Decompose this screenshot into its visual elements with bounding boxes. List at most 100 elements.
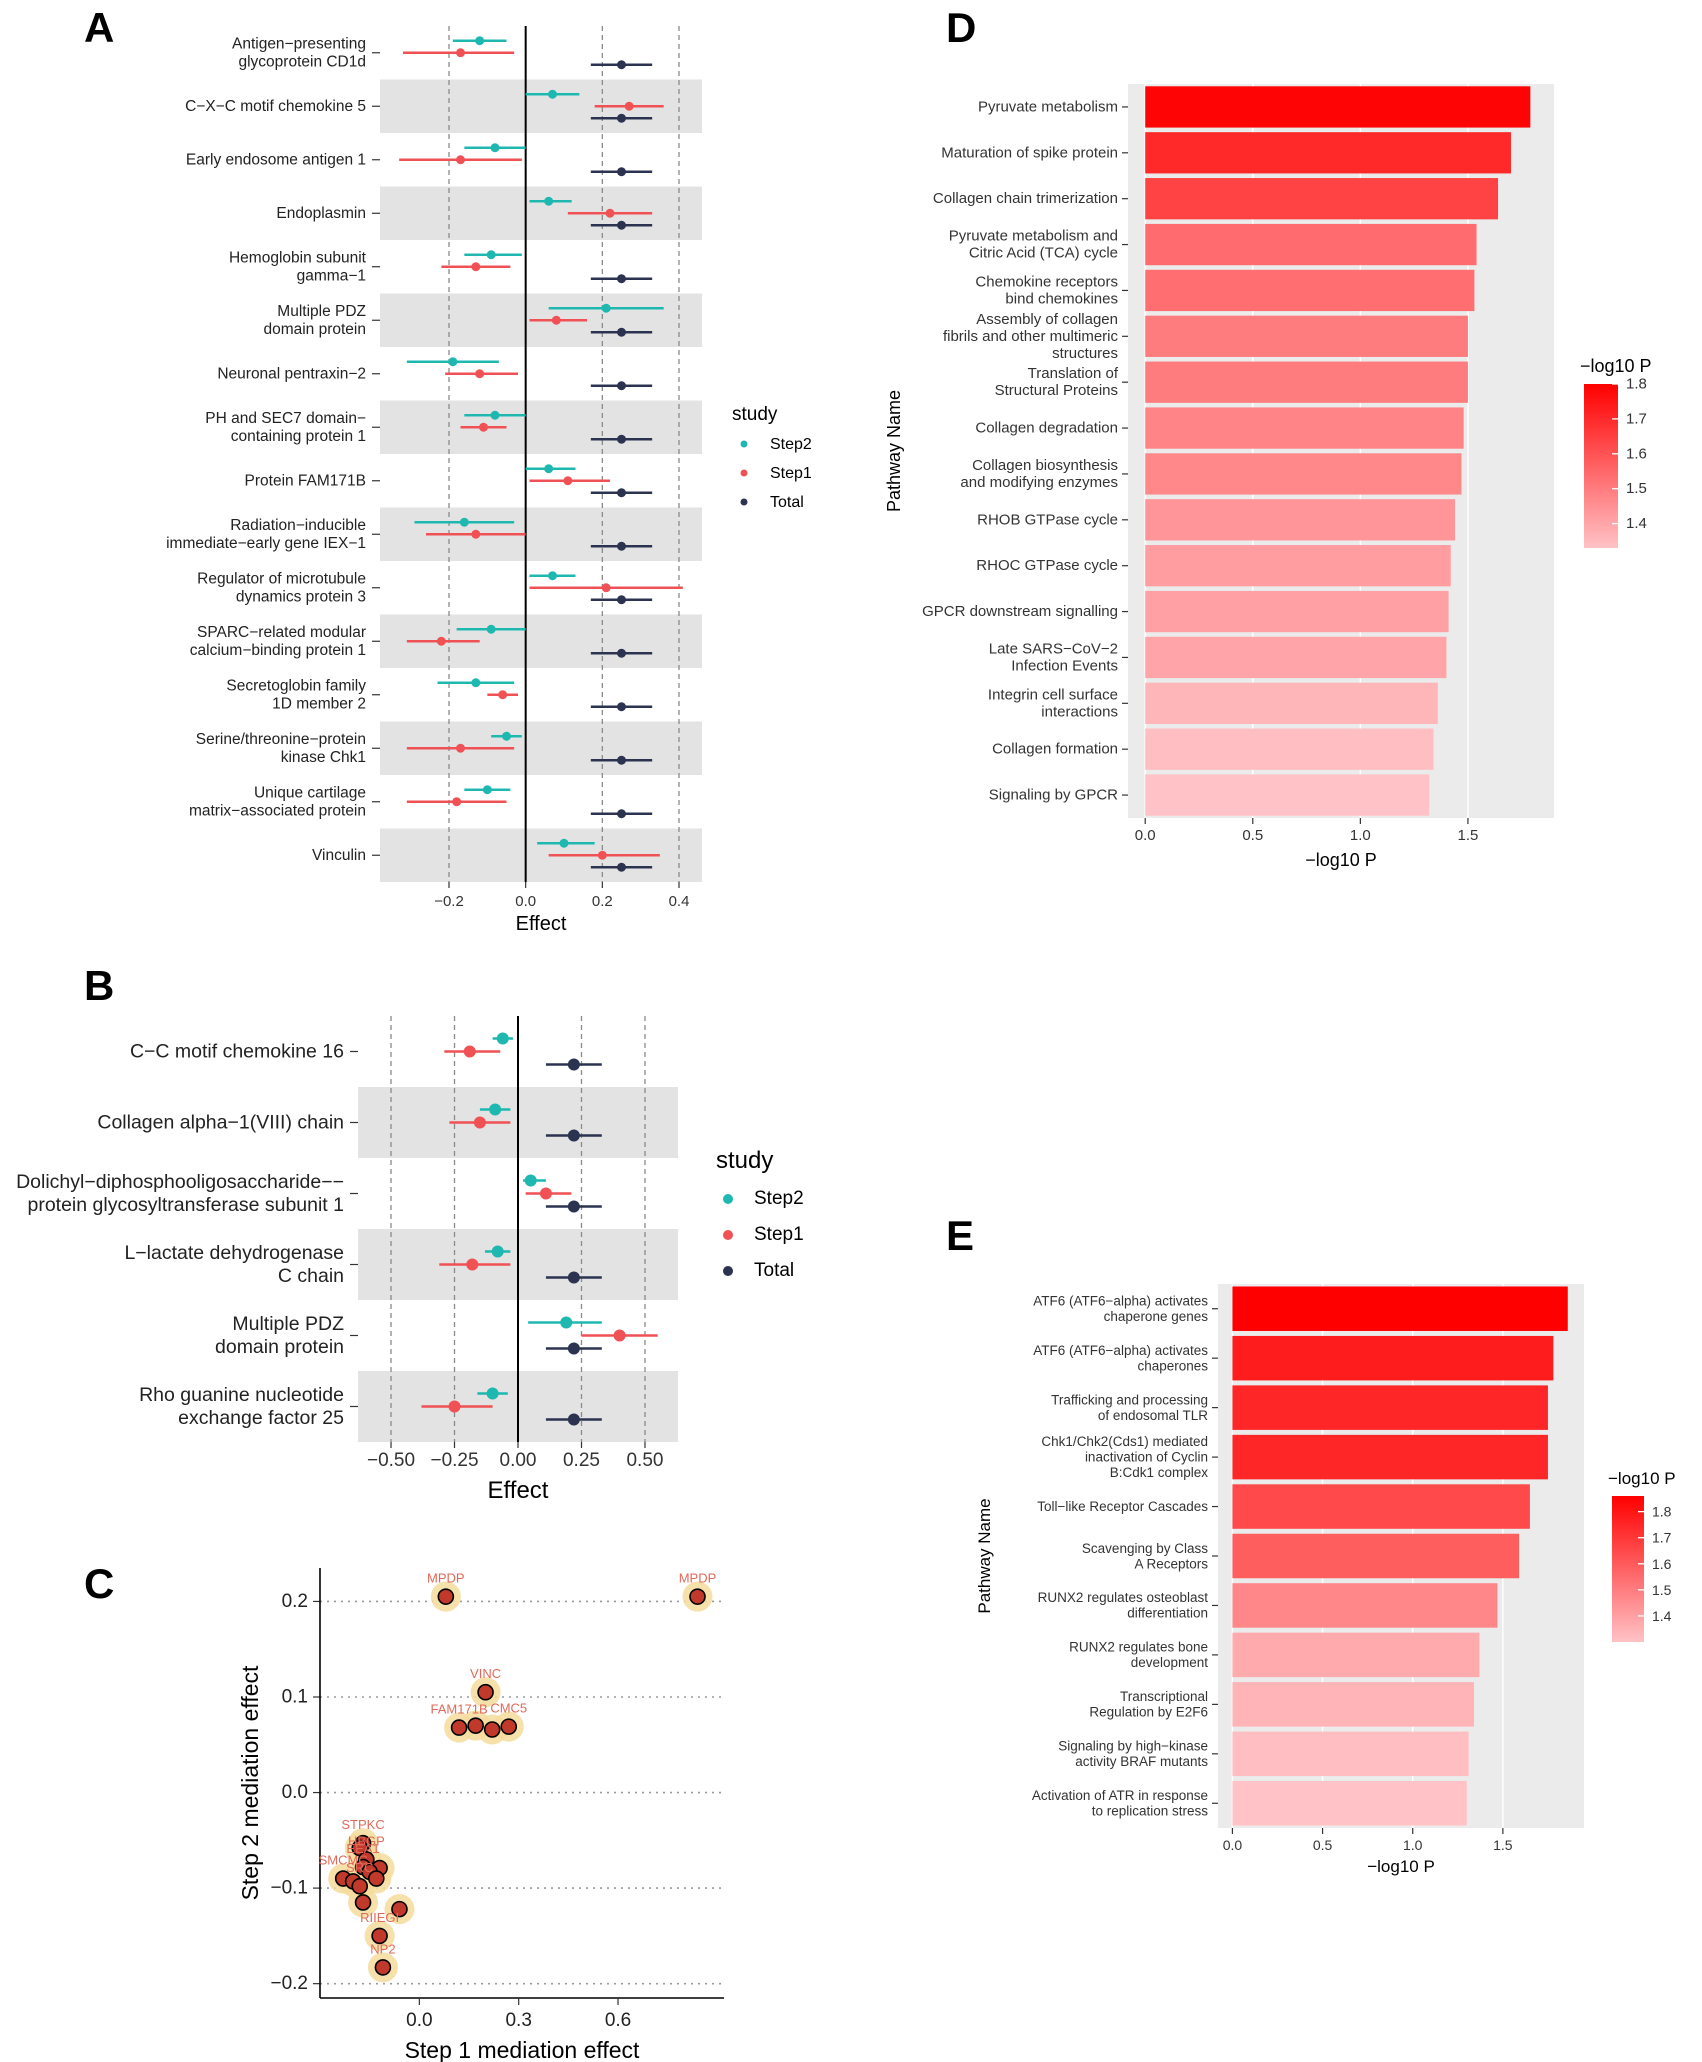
bar: [1232, 1632, 1480, 1678]
bar-label: Scavenging by Class: [1082, 1541, 1208, 1556]
step2-point: [482, 785, 492, 795]
bar-label: RUNX2 regulates osteoblast: [1038, 1590, 1209, 1605]
x-axis-title: Step 1 mediation effect: [405, 2037, 640, 2062]
bar-label: to replication stress: [1092, 1804, 1209, 1819]
bar: [1145, 590, 1449, 633]
row-label: C chain: [278, 1265, 344, 1287]
bar-label: Integrin cell surface: [988, 686, 1118, 703]
x-axis-title: −log10 P: [1305, 850, 1377, 870]
step1-point: [601, 583, 611, 593]
row-label: glycoprotein CD1d: [238, 53, 366, 70]
step1-point: [448, 1400, 461, 1413]
step2-point: [486, 624, 496, 634]
step2-point: [491, 1245, 504, 1258]
bar-label: Collagen biosynthesis: [972, 457, 1118, 474]
row-label: Multiple PDZ: [232, 1313, 344, 1335]
row-label: Antigen−presenting: [232, 35, 366, 52]
bar-label: activity BRAF mutants: [1075, 1754, 1208, 1769]
step1-point: [551, 315, 561, 325]
bar-chart-d: Pyruvate metabolism Maturation of spike p…: [884, 84, 1652, 870]
point-label: RIIEGI: [360, 1910, 399, 1925]
bar-label: RUNX2 regulates bone: [1069, 1640, 1208, 1655]
legend-tick-label: 1.8: [1626, 376, 1647, 393]
bar: [1232, 1682, 1475, 1727]
row-label: L−lactate dehydrogenase: [124, 1242, 344, 1264]
step2-point: [490, 143, 500, 153]
row-label: Secretoglobin family: [226, 677, 366, 694]
x-tick-label: 0.3: [505, 2010, 531, 2031]
legend-title: −log10 P: [1608, 1469, 1676, 1488]
legend-tick-label: 1.7: [1652, 1530, 1672, 1546]
total-point: [617, 434, 626, 444]
row-label: Collagen alpha−1(VIII) chain: [97, 1112, 344, 1134]
row-label: Regulator of microtubule: [197, 570, 366, 587]
bar-label: ATF6 (ATF6−alpha) activates: [1033, 1343, 1208, 1358]
legend-tick-label: 1.8: [1652, 1504, 1672, 1520]
step2-point: [448, 357, 458, 367]
step2-point: [486, 250, 496, 260]
step2-point: [475, 36, 485, 46]
x-tick-label: 0.0: [515, 893, 536, 910]
step1-point: [456, 743, 465, 753]
row-label: Protein FAM171B: [245, 472, 366, 489]
bar-label: Structural Proteins: [995, 382, 1118, 399]
step2-point: [489, 1103, 502, 1116]
row-label: Hemoglobin subunit: [229, 249, 367, 266]
bar-label: ATF6 (ATF6−alpha) activates: [1033, 1293, 1208, 1308]
scatter-point: [351, 1877, 369, 1895]
x-tick-label: 0.6: [605, 2010, 631, 2031]
x-tick-label: 0.4: [669, 893, 690, 910]
row-label: domain protein: [215, 1336, 344, 1358]
bar-label: Pyruvate metabolism and: [949, 228, 1118, 245]
legend-tick-label: 1.4: [1626, 515, 1647, 532]
step1-point: [605, 208, 615, 218]
legend-title: study: [732, 404, 778, 425]
bar-label: Transcriptional: [1120, 1689, 1208, 1704]
step1-point: [456, 48, 465, 58]
scatter-point: [467, 1717, 484, 1734]
scatter-point: [483, 1721, 501, 1738]
bar: [1232, 1781, 1467, 1826]
step1-point: [563, 476, 573, 486]
x-tick-label: −0.2: [434, 893, 464, 910]
total-point: [617, 327, 626, 337]
step2-point: [548, 89, 557, 99]
y-tick-label: 0.2: [282, 1591, 308, 1612]
x-tick-label: 0.0: [1223, 1837, 1243, 1853]
step1-point: [498, 690, 508, 700]
bar-label: Collagen degradation: [975, 420, 1118, 437]
row-label: containing protein 1: [231, 428, 366, 445]
row-label: dynamics protein 3: [236, 588, 366, 605]
step1-point: [436, 636, 446, 646]
bar-label: Activation of ATR in response: [1032, 1788, 1208, 1803]
total-point: [617, 809, 626, 819]
step2-point: [490, 410, 500, 420]
row-stripe: [380, 186, 702, 240]
point-label: CMC5: [490, 1701, 527, 1716]
row-label: Radiation−inducible: [230, 517, 366, 534]
step2-point: [544, 464, 554, 474]
bar-label: Chk1/Chk2(Cds1) mediated: [1041, 1434, 1208, 1449]
bar: [1232, 1583, 1498, 1628]
step2-point: [496, 1032, 509, 1045]
step1-point: [624, 101, 634, 111]
bar: [1145, 453, 1462, 495]
bar: [1145, 269, 1475, 312]
scatter-point: [391, 1900, 408, 1918]
point-label: EEA1: [346, 1841, 379, 1856]
bar-label: interactions: [1041, 703, 1118, 720]
bar-label: RHOB GTPase cycle: [977, 511, 1118, 528]
bar: [1145, 774, 1430, 816]
bar-label: A Receptors: [1134, 1556, 1208, 1571]
row-label: calcium−binding protein 1: [190, 642, 366, 659]
x-tick-label: 1.5: [1493, 1837, 1513, 1853]
total-point: [617, 702, 626, 712]
legend-key: [740, 469, 748, 477]
legend-entry: Total: [770, 494, 804, 511]
total-point: [617, 60, 626, 70]
bar-label: Assembly of collagen: [976, 311, 1118, 328]
row-label: PH and SEC7 domain−: [205, 410, 366, 427]
panel-label-b: B: [84, 962, 114, 1009]
step2-point: [459, 517, 469, 527]
